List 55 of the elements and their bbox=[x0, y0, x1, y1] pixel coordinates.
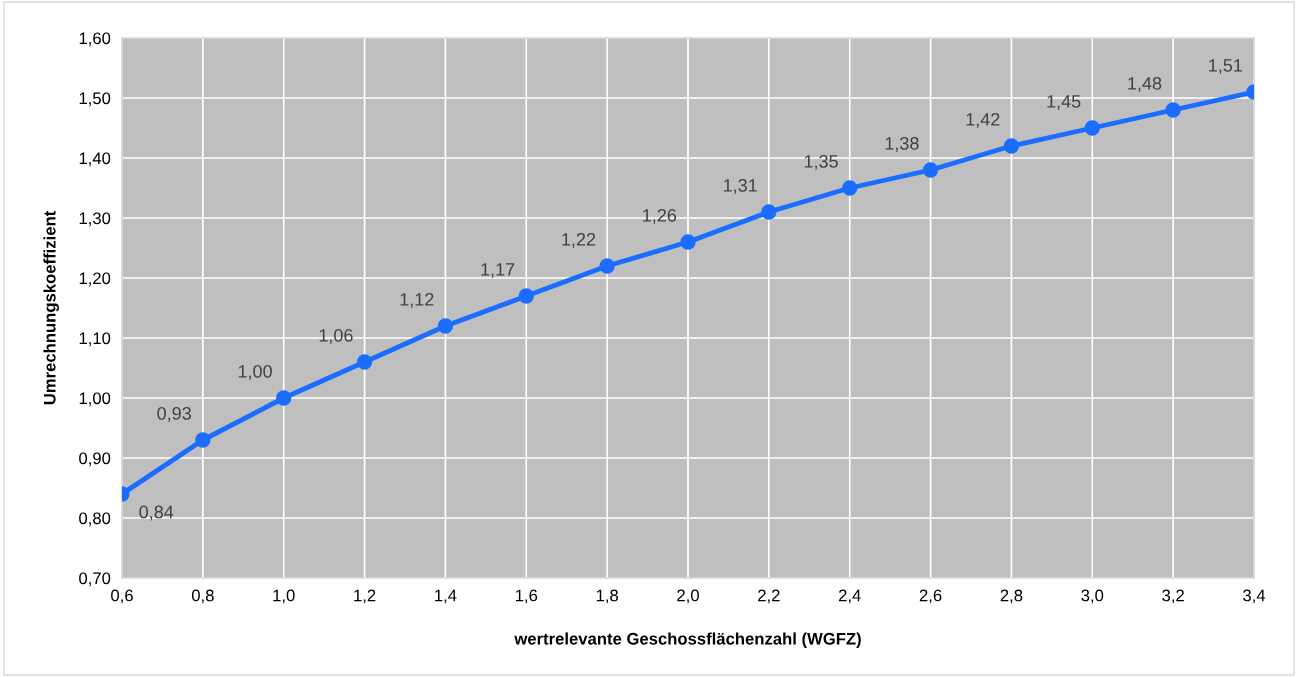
y-tick-label: 0,80 bbox=[79, 512, 111, 527]
y-axis-title: Umrechnungskoeffizient bbox=[43, 210, 60, 405]
y-tick-label: 1,00 bbox=[79, 392, 111, 407]
data-label: 1,26 bbox=[643, 208, 677, 224]
point bbox=[599, 258, 615, 274]
x-tick-label: 0,8 bbox=[191, 589, 214, 604]
data-label: 1,12 bbox=[400, 292, 434, 308]
x-tick-label: 1,0 bbox=[273, 589, 295, 604]
data-label: 0,84 bbox=[139, 505, 174, 521]
point bbox=[1003, 138, 1020, 154]
y-tick-label: 0,70 bbox=[79, 572, 111, 587]
x-tick-label: 1,8 bbox=[596, 589, 618, 604]
data-label: 1,51 bbox=[1209, 59, 1243, 74]
point bbox=[437, 318, 454, 334]
point bbox=[761, 204, 777, 220]
point bbox=[356, 354, 373, 370]
data-label: 1,22 bbox=[562, 232, 596, 248]
y-tick-label: 1,10 bbox=[79, 332, 111, 347]
x-tick-label: 2,4 bbox=[838, 589, 861, 604]
x-axis-title: wertrelevante Geschossflächenzahl (WGFZ) bbox=[514, 632, 861, 648]
x-tick-label: 2,8 bbox=[1000, 589, 1023, 604]
y-tick-label: 0,90 bbox=[79, 452, 111, 467]
y-tick-label: 1,20 bbox=[79, 272, 111, 287]
x-tick-label: 0,6 bbox=[111, 589, 133, 604]
x-tick-label: 3,4 bbox=[1243, 589, 1266, 604]
y-tick-label: 1,60 bbox=[79, 32, 111, 47]
data-label: 1,35 bbox=[804, 154, 838, 170]
data-label: 1,45 bbox=[1047, 95, 1081, 110]
point bbox=[195, 432, 211, 448]
data-label: 1,38 bbox=[885, 136, 919, 152]
x-tick-label: 1,4 bbox=[435, 589, 457, 604]
x-tick-label: 2,6 bbox=[919, 589, 942, 604]
point bbox=[1165, 102, 1181, 118]
y-tick-label: 1,30 bbox=[79, 212, 111, 227]
data-label: 1,00 bbox=[238, 364, 272, 380]
data-label: 1,17 bbox=[481, 263, 515, 278]
y-tick-label: 1,50 bbox=[79, 92, 111, 107]
x-tick-label: 2,2 bbox=[758, 589, 780, 604]
point bbox=[1084, 120, 1100, 136]
data-label: 1,06 bbox=[319, 328, 353, 344]
point bbox=[680, 234, 696, 250]
point bbox=[518, 288, 534, 304]
x-tick-label: 3,0 bbox=[1081, 589, 1104, 604]
point bbox=[922, 162, 939, 178]
x-tick-label: 3,2 bbox=[1162, 589, 1184, 604]
data-label: 1,42 bbox=[966, 112, 1000, 128]
data-label: 0,93 bbox=[157, 406, 191, 422]
x-tick-label: 2,0 bbox=[677, 589, 699, 604]
data-label: 1,48 bbox=[1128, 76, 1162, 92]
point bbox=[276, 390, 292, 406]
x-tick-label: 1,6 bbox=[515, 589, 538, 604]
data-label: 1,31 bbox=[723, 178, 757, 194]
x-tick-label: 1,2 bbox=[354, 589, 376, 604]
point bbox=[842, 180, 858, 196]
y-tick-label: 1,40 bbox=[79, 152, 111, 167]
